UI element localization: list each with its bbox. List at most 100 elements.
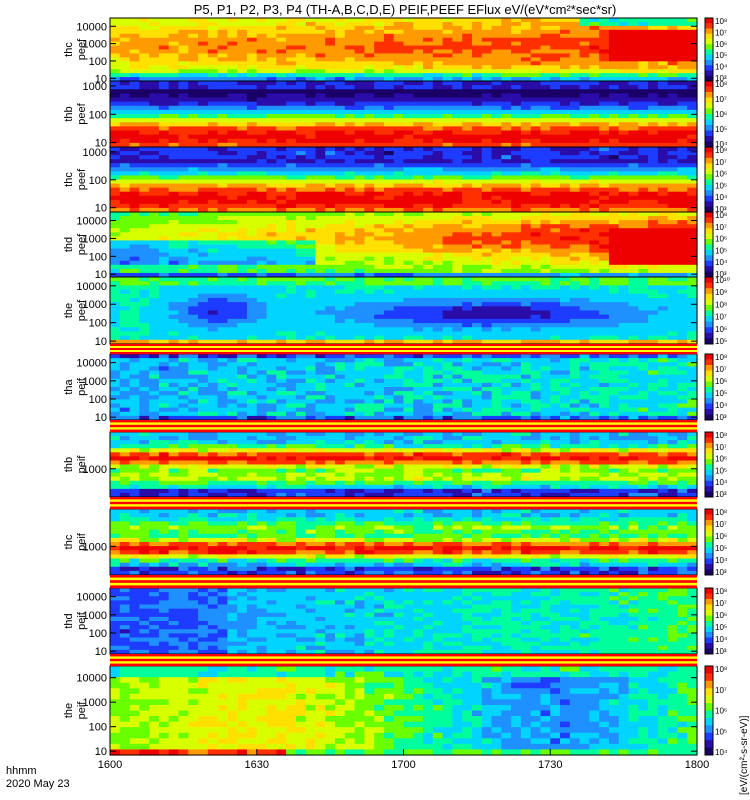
heatmap-cell [315, 314, 326, 320]
heatmap-cell [608, 45, 620, 51]
heatmap-cell [139, 285, 150, 291]
heatmap-cell [393, 155, 405, 160]
heatmap-cell [237, 97, 248, 103]
heatmap-cell [638, 314, 649, 320]
heatmap-cell [657, 53, 669, 58]
heatmap-cell [657, 73, 669, 78]
heatmap-cell [501, 207, 512, 213]
heatmap-cell [618, 260, 630, 266]
heatmap-cell [383, 272, 395, 278]
heatmap-cell [520, 203, 532, 209]
heatmap-cell [677, 203, 688, 209]
heatmap-cell [295, 142, 307, 148]
heatmap-cell [315, 260, 326, 266]
heatmap-cell [266, 281, 277, 286]
heatmap-cell [286, 25, 297, 31]
heatmap-cell [168, 126, 180, 132]
heatmap-cell [432, 335, 444, 341]
heatmap-cell [295, 81, 307, 86]
heatmap-cell [481, 155, 493, 160]
heatmap-cell [393, 306, 405, 312]
heatmap-cell [315, 293, 326, 299]
heatmap-cell [168, 252, 180, 258]
heatmap-cell [286, 114, 297, 119]
heatmap-cell [139, 41, 150, 47]
heatmap-cell [158, 195, 170, 201]
heatmap-cell [471, 224, 483, 229]
heatmap-cell [276, 293, 287, 299]
heatmap-cell [608, 293, 620, 299]
heatmap-cell [481, 183, 493, 189]
heatmap-cell [599, 256, 610, 262]
colorbar-step [705, 225, 713, 229]
heatmap-cell [579, 101, 590, 107]
heatmap-cell [462, 122, 473, 127]
heatmap-cell [423, 73, 434, 78]
heatmap-cell [491, 314, 502, 320]
heatmap-cell [383, 199, 395, 205]
heatmap-cell [540, 310, 551, 316]
heatmap-cell [511, 228, 522, 233]
heatmap-cell [168, 207, 180, 213]
colorbar-tick-label: 10⁷ [715, 158, 727, 167]
heatmap-cell [139, 318, 150, 324]
colorbar-step [705, 252, 713, 256]
heatmap-cell [374, 191, 385, 197]
heatmap-cell [315, 240, 326, 246]
heatmap-cell [403, 147, 414, 152]
heatmap-cell [178, 18, 189, 23]
heatmap-cell [168, 191, 180, 197]
heatmap-cell [491, 97, 502, 103]
heatmap-cell [335, 109, 346, 115]
heatmap-cell [471, 260, 483, 266]
heatmap-cell [344, 191, 356, 197]
heatmap-cell [374, 289, 385, 295]
heatmap-cell [403, 61, 414, 66]
heatmap-cell [442, 126, 454, 132]
heatmap-cell [158, 151, 170, 156]
heatmap-cell [481, 167, 493, 172]
heatmap-cell [540, 118, 551, 123]
heatmap-cell [520, 252, 532, 258]
heatmap-cell [305, 147, 317, 152]
heatmap-cell [305, 101, 317, 107]
heatmap-cell [667, 195, 679, 201]
heatmap-cell [383, 147, 395, 152]
heatmap-cell [286, 323, 297, 328]
heatmap-cell [325, 281, 336, 286]
heatmap-cell [413, 268, 424, 274]
heatmap-cell [110, 155, 121, 160]
heatmap-cell [354, 331, 365, 337]
heatmap-cell [188, 289, 199, 295]
heatmap-cell [413, 85, 424, 90]
heatmap-cell [207, 191, 219, 197]
heatmap-cell [227, 183, 238, 189]
heatmap-cell [491, 199, 502, 205]
heatmap-cell [227, 175, 238, 181]
heatmap-cell [364, 134, 375, 140]
heatmap-cell [374, 220, 385, 225]
heatmap-cell [139, 252, 150, 258]
heatmap-cell [305, 41, 317, 47]
heatmap-cell [207, 138, 219, 144]
heatmap-cell [139, 65, 150, 70]
heatmap-cell [432, 191, 444, 197]
heatmap-cell [501, 77, 512, 82]
heatmap-cell [237, 277, 248, 282]
heatmap-cell [403, 41, 414, 47]
heatmap-cell [188, 331, 199, 337]
heatmap-cell [657, 81, 669, 86]
heatmap-cell [628, 49, 639, 55]
heatmap-cell [599, 18, 610, 23]
heatmap-cell [638, 248, 649, 254]
heatmap-cell [188, 220, 199, 225]
heatmap-cell [618, 53, 630, 58]
heatmap-cell [276, 29, 287, 35]
heatmap-cell [276, 207, 287, 213]
heatmap-cell [638, 73, 649, 78]
heatmap-cell [286, 138, 297, 144]
heatmap-cell [129, 65, 140, 70]
heatmap-cell [315, 37, 326, 43]
heatmap-cell [569, 81, 581, 86]
heatmap-cell [110, 256, 121, 262]
